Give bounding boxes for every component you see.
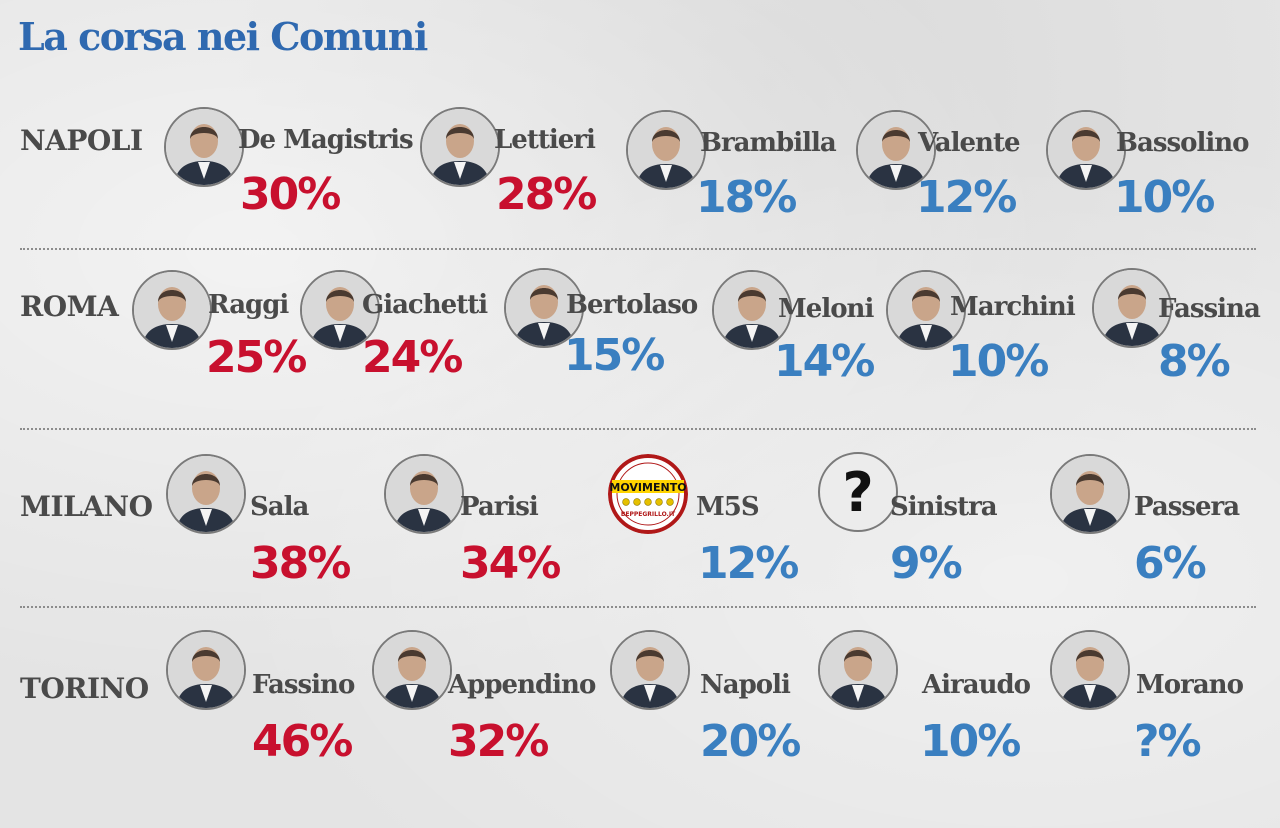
candidate-photo [886,270,966,350]
candidate-name: De Magistris [238,125,414,155]
city-label-torino: TORINO [20,672,149,705]
portrait-silhouette [302,272,378,348]
logo-subtext: BEPPEGRILLO.IT [621,511,676,518]
portrait-silhouette [1052,632,1128,708]
portrait-silhouette [386,456,462,532]
candidate-percentage: 6% [1134,538,1207,589]
candidate-name: M5S [696,492,760,522]
portrait-silhouette [714,272,790,348]
candidate-name: Passera [1134,492,1240,522]
candidate-name: Valente [918,128,1021,158]
candidate-name: Lettieri [494,125,596,155]
candidate-percentage: 12% [698,538,799,589]
candidate-name: Giachetti [362,290,488,320]
candidate-photo [166,630,246,710]
candidate-name: Bassolino [1116,128,1249,158]
candidate-photo [420,107,500,187]
candidate-name: Sinistra [890,492,998,522]
candidate-percentage: 18% [696,172,797,223]
candidate-percentage: 20% [700,716,801,767]
candidate-photo [856,110,936,190]
row-divider [20,248,1256,250]
candidate-percentage: 10% [948,336,1049,387]
row-divider [20,428,1256,430]
portrait-silhouette [820,632,896,708]
candidate-photo [504,268,584,348]
candidate-percentage: 8% [1158,336,1231,387]
candidate-percentage: 14% [774,336,875,387]
candidate-name: Meloni [778,294,874,324]
candidate-name: Raggi [208,290,289,320]
candidate-photo [1092,268,1172,348]
candidate-photo [384,454,464,534]
candidate-photo [1046,110,1126,190]
candidate-percentage: 10% [920,716,1021,767]
candidate-photo [1050,454,1130,534]
candidate-name: Appendino [448,670,596,700]
candidate-percentage: 10% [1114,172,1215,223]
candidate-photo [132,270,212,350]
city-label-milano: MILANO [20,490,153,523]
candidate-percentage: 46% [252,716,353,767]
portrait-silhouette [628,112,704,188]
portrait-silhouette [166,109,242,185]
portrait-silhouette [168,456,244,532]
portrait-silhouette [374,632,450,708]
candidate-name: Napoli [700,670,791,700]
portrait-silhouette [858,112,934,188]
candidate-percentage: 15% [564,330,665,381]
candidate-percentage: 28% [496,169,597,220]
candidate-percentage: 25% [206,332,307,383]
candidate-photo [626,110,706,190]
candidate-photo [610,630,690,710]
portrait-silhouette [1094,270,1170,346]
candidate-name: Brambilla [700,128,837,158]
portrait-silhouette [1048,112,1124,188]
candidate-photo [166,454,246,534]
candidate-percentage: 32% [448,716,549,767]
candidate-percentage: 30% [240,169,341,220]
candidate-photo [1050,630,1130,710]
candidate-percentage: 9% [890,538,963,589]
candidate-name: Bertolaso [566,290,698,320]
movimento-logo: MOVIMENTO BEPPEGRILLO.IT [608,454,688,534]
portrait-silhouette [168,632,244,708]
candidate-photo [372,630,452,710]
page-title: La corsa nei Comuni [18,14,428,59]
question-mark-icon: ? [818,452,898,532]
logo-text: MOVIMENTO [609,481,686,494]
candidate-name: Sala [250,492,309,522]
candidate-percentage: 24% [362,332,463,383]
candidate-name: Fassina [1158,294,1261,324]
candidate-name: Airaudo [922,670,1031,700]
city-label-napoli: NAPOLI [20,124,143,157]
candidate-photo [818,630,898,710]
portrait-silhouette [506,270,582,346]
row-divider [20,606,1256,608]
portrait-silhouette [1052,456,1128,532]
city-label-roma: ROMA [20,290,119,323]
portrait-silhouette [422,109,498,185]
portrait-silhouette [888,272,964,348]
candidate-name: Marchini [950,292,1076,322]
candidate-photo [712,270,792,350]
candidate-percentage: ?% [1134,716,1202,767]
candidate-name: Fassino [252,670,355,700]
question-mark-symbol: ? [842,460,874,524]
candidate-name: Morano [1136,670,1244,700]
portrait-silhouette [612,632,688,708]
candidate-name: Parisi [460,492,539,522]
candidate-photo [164,107,244,187]
candidate-percentage: 12% [916,172,1017,223]
portrait-silhouette [134,272,210,348]
candidate-photo [300,270,380,350]
candidate-percentage: 34% [460,538,561,589]
candidate-percentage: 38% [250,538,351,589]
